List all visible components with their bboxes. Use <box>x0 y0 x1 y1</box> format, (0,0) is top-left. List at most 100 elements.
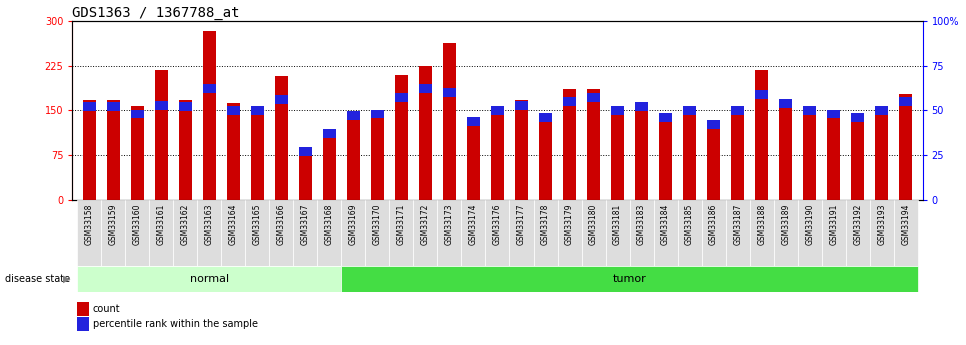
Bar <box>413 200 438 266</box>
Bar <box>395 75 408 200</box>
Text: GSM33194: GSM33194 <box>901 203 910 245</box>
Bar <box>779 102 792 200</box>
Bar <box>77 266 341 292</box>
Bar <box>389 200 413 266</box>
Bar <box>83 100 96 200</box>
Bar <box>419 66 432 200</box>
Bar <box>731 110 744 200</box>
Bar <box>582 200 606 266</box>
Bar <box>587 89 600 200</box>
Bar <box>515 100 528 200</box>
Bar <box>491 107 504 200</box>
Text: GSM33191: GSM33191 <box>829 203 838 245</box>
Bar <box>803 107 816 200</box>
Text: GSM33188: GSM33188 <box>757 203 766 245</box>
Text: GSM33183: GSM33183 <box>637 203 646 245</box>
Bar <box>274 76 288 200</box>
Bar <box>869 200 894 266</box>
Bar <box>798 200 822 266</box>
Bar <box>251 106 264 115</box>
Bar <box>635 102 648 200</box>
Bar <box>606 200 630 266</box>
Bar <box>894 200 918 266</box>
Bar <box>341 200 365 266</box>
Bar <box>755 90 768 99</box>
Bar <box>323 129 336 138</box>
Bar <box>130 106 144 200</box>
Bar <box>173 200 197 266</box>
Bar <box>442 88 456 97</box>
Text: GSM33178: GSM33178 <box>541 203 550 245</box>
Bar <box>635 102 648 111</box>
Bar <box>875 106 889 115</box>
Text: GSM33161: GSM33161 <box>156 203 166 245</box>
Bar <box>827 111 840 200</box>
Bar <box>203 31 216 200</box>
Bar <box>245 200 270 266</box>
Bar <box>683 106 696 115</box>
Text: GSM33185: GSM33185 <box>685 203 695 245</box>
Bar <box>533 200 557 266</box>
Bar <box>126 200 150 266</box>
Text: GSM33160: GSM33160 <box>132 203 142 245</box>
Bar <box>899 93 912 200</box>
Bar <box>539 113 553 122</box>
Bar <box>106 102 120 111</box>
Bar <box>515 100 528 109</box>
Text: GSM33177: GSM33177 <box>517 203 526 245</box>
Bar <box>341 266 918 292</box>
Text: GSM33179: GSM33179 <box>565 203 574 245</box>
Bar <box>587 93 600 102</box>
Bar <box>227 103 240 200</box>
Bar <box>101 200 126 266</box>
Bar <box>755 70 768 200</box>
Text: GSM33190: GSM33190 <box>806 203 814 245</box>
Text: GSM33164: GSM33164 <box>229 203 238 245</box>
Bar <box>875 106 889 200</box>
Bar <box>731 106 744 115</box>
Text: tumor: tumor <box>612 274 646 284</box>
Bar <box>298 147 312 156</box>
Text: GSM33166: GSM33166 <box>277 203 286 245</box>
Bar <box>395 93 408 102</box>
Bar <box>563 97 576 106</box>
Bar <box>371 109 384 118</box>
Bar <box>197 200 221 266</box>
Bar <box>851 115 865 200</box>
Bar <box>130 109 144 118</box>
Bar <box>486 200 509 266</box>
Bar <box>701 200 725 266</box>
Bar <box>347 114 360 200</box>
Text: GSM33189: GSM33189 <box>781 203 790 245</box>
Bar <box>822 200 845 266</box>
Text: percentile rank within the sample: percentile rank within the sample <box>93 319 258 329</box>
Text: GSM33173: GSM33173 <box>445 203 454 245</box>
Bar <box>365 200 389 266</box>
Bar <box>323 132 336 200</box>
Bar <box>106 100 120 200</box>
Bar <box>539 114 553 200</box>
Bar <box>442 43 456 200</box>
Bar <box>851 113 865 122</box>
Text: GSM33174: GSM33174 <box>469 203 478 245</box>
Text: GSM33180: GSM33180 <box>589 203 598 245</box>
Bar <box>779 99 792 108</box>
Bar <box>221 200 245 266</box>
Text: GSM33187: GSM33187 <box>733 203 742 245</box>
Bar <box>630 200 654 266</box>
Bar <box>294 200 318 266</box>
Text: GSM33163: GSM33163 <box>205 203 213 245</box>
Bar <box>659 114 672 200</box>
Text: count: count <box>93 304 121 314</box>
Text: GSM33158: GSM33158 <box>85 203 94 245</box>
Bar <box>419 85 432 93</box>
Text: ▶: ▶ <box>63 274 71 284</box>
Text: GSM33181: GSM33181 <box>613 203 622 245</box>
Bar <box>371 113 384 200</box>
Text: GSM33193: GSM33193 <box>877 203 886 245</box>
Bar <box>491 106 504 115</box>
Bar <box>509 200 533 266</box>
Text: GSM33171: GSM33171 <box>397 203 406 245</box>
Bar <box>462 200 486 266</box>
Bar <box>611 106 624 115</box>
